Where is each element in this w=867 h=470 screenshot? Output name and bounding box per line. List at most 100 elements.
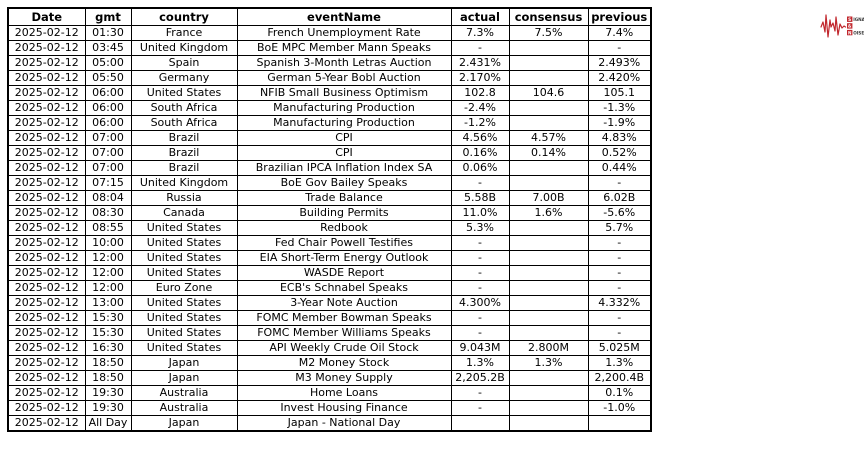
cell-date: 2025-02-12 bbox=[7, 370, 86, 386]
table-row: 2025-02-12 08:30 Canada Building Permits… bbox=[7, 205, 652, 221]
cell-actual: 0.06% bbox=[450, 160, 510, 176]
cell-gmt: 18:50 bbox=[84, 355, 132, 371]
cell-actual: - bbox=[450, 280, 510, 296]
cell-country: Japan bbox=[130, 370, 238, 386]
cell-event-name: Manufacturing Production bbox=[236, 115, 452, 131]
cell-country: Brazil bbox=[130, 160, 238, 176]
table-row: 2025-02-12 06:00 South Africa Manufactur… bbox=[7, 100, 652, 116]
cell-country: United States bbox=[130, 250, 238, 266]
col-header-actual: actual bbox=[450, 7, 510, 26]
cell-gmt: 06:00 bbox=[84, 100, 132, 116]
cell-gmt: 03:45 bbox=[84, 40, 132, 56]
cell-previous: -1.3% bbox=[587, 100, 652, 116]
cell-previous: 2.493% bbox=[587, 55, 652, 71]
cell-actual: -2.4% bbox=[450, 100, 510, 116]
cell-consensus: 104.6 bbox=[508, 85, 589, 101]
table-row: 2025-02-12 03:45 United Kingdom BoE MPC … bbox=[7, 40, 652, 56]
cell-gmt: 08:55 bbox=[84, 220, 132, 236]
cell-date: 2025-02-12 bbox=[7, 205, 86, 221]
cell-country: United Kingdom bbox=[130, 175, 238, 191]
cell-gmt: 12:00 bbox=[84, 280, 132, 296]
table-row: 2025-02-12 08:55 United States Redbook 5… bbox=[7, 220, 652, 236]
logo-initial-box-n bbox=[847, 29, 853, 36]
table-body: 2025-02-12 01:30 France French Unemploym… bbox=[7, 25, 652, 432]
cell-consensus bbox=[508, 115, 589, 131]
col-header-previous: previous bbox=[587, 7, 652, 26]
table-header-row: Date gmt country eventName actual consen… bbox=[7, 7, 652, 26]
cell-actual: - bbox=[450, 310, 510, 326]
table-row: 2025-02-12 01:30 France French Unemploym… bbox=[7, 25, 652, 41]
cell-gmt: 05:00 bbox=[84, 55, 132, 71]
cell-event-name: Trade Balance bbox=[236, 190, 452, 206]
cell-previous: - bbox=[587, 40, 652, 56]
cell-actual: 11.0% bbox=[450, 205, 510, 221]
cell-previous: -1.0% bbox=[587, 400, 652, 416]
cell-country: Germany bbox=[130, 70, 238, 86]
cell-event-name: Redbook bbox=[236, 220, 452, 236]
cell-date: 2025-02-12 bbox=[7, 385, 86, 401]
cell-previous: 7.4% bbox=[587, 25, 652, 41]
cell-date: 2025-02-12 bbox=[7, 160, 86, 176]
cell-gmt: 07:00 bbox=[84, 160, 132, 176]
cell-previous bbox=[587, 415, 652, 432]
cell-country: United States bbox=[130, 325, 238, 341]
cell-gmt: 10:00 bbox=[84, 235, 132, 251]
cell-previous: 5.7% bbox=[587, 220, 652, 236]
cell-consensus: 0.14% bbox=[508, 145, 589, 161]
waveform-line bbox=[820, 14, 847, 38]
cell-country: France bbox=[130, 25, 238, 41]
cell-date: 2025-02-12 bbox=[7, 250, 86, 266]
cell-actual: - bbox=[450, 265, 510, 281]
cell-event-name: NFIB Small Business Optimism bbox=[236, 85, 452, 101]
table-row: 2025-02-12 18:50 Japan M2 Money Stock 1.… bbox=[7, 355, 652, 371]
col-header-gmt: gmt bbox=[84, 7, 132, 26]
economic-calendar-table: Date gmt country eventName actual consen… bbox=[7, 7, 652, 432]
cell-gmt: 01:30 bbox=[84, 25, 132, 41]
cell-date: 2025-02-12 bbox=[7, 220, 86, 236]
cell-country: United States bbox=[130, 340, 238, 356]
cell-actual: - bbox=[450, 40, 510, 56]
cell-country: Brazil bbox=[130, 130, 238, 146]
cell-consensus bbox=[508, 250, 589, 266]
cell-gmt: 15:30 bbox=[84, 310, 132, 326]
logo-text-oise: OISE bbox=[853, 30, 864, 35]
cell-gmt: 08:30 bbox=[84, 205, 132, 221]
cell-date: 2025-02-12 bbox=[7, 175, 86, 191]
signal-noise-logo: S IGNAL & N OISE bbox=[820, 13, 864, 39]
table-row: 2025-02-12 08:04 Russia Trade Balance 5.… bbox=[7, 190, 652, 206]
cell-event-name: Invest Housing Finance bbox=[236, 400, 452, 416]
cell-event-name: Building Permits bbox=[236, 205, 452, 221]
cell-actual: 5.3% bbox=[450, 220, 510, 236]
cell-previous: -1.9% bbox=[587, 115, 652, 131]
cell-country: United States bbox=[130, 235, 238, 251]
cell-gmt: 19:30 bbox=[84, 385, 132, 401]
cell-actual: 5.58B bbox=[450, 190, 510, 206]
cell-gmt: 13:00 bbox=[84, 295, 132, 311]
cell-country: Brazil bbox=[130, 145, 238, 161]
cell-event-name: 3-Year Note Auction bbox=[236, 295, 452, 311]
cell-consensus bbox=[508, 370, 589, 386]
cell-consensus bbox=[508, 40, 589, 56]
cell-event-name: Japan - National Day bbox=[236, 415, 452, 432]
table-row: 2025-02-12 07:00 Brazil Brazilian IPCA I… bbox=[7, 160, 652, 176]
cell-actual: -1.2% bbox=[450, 115, 510, 131]
cell-date: 2025-02-12 bbox=[7, 130, 86, 146]
table-row: 2025-02-12 06:00 United States NFIB Smal… bbox=[7, 85, 652, 101]
cell-date: 2025-02-12 bbox=[7, 400, 86, 416]
col-header-consensus: consensus bbox=[508, 7, 589, 26]
logo-ampersand: & bbox=[848, 24, 852, 29]
logo-wordmark: S IGNAL & N OISE bbox=[847, 16, 864, 36]
logo-initial-n: N bbox=[848, 30, 852, 35]
cell-event-name: M2 Money Stock bbox=[236, 355, 452, 371]
cell-date: 2025-02-12 bbox=[7, 295, 86, 311]
cell-consensus: 1.6% bbox=[508, 205, 589, 221]
cell-gmt: 18:50 bbox=[84, 370, 132, 386]
table-row: 2025-02-12 12:00 United States EIA Short… bbox=[7, 250, 652, 266]
cell-actual: 0.16% bbox=[450, 145, 510, 161]
cell-consensus bbox=[508, 265, 589, 281]
cell-gmt: 12:00 bbox=[84, 265, 132, 281]
cell-actual: 2.431% bbox=[450, 55, 510, 71]
cell-date: 2025-02-12 bbox=[7, 55, 86, 71]
table-row: 2025-02-12 10:00 United States Fed Chair… bbox=[7, 235, 652, 251]
